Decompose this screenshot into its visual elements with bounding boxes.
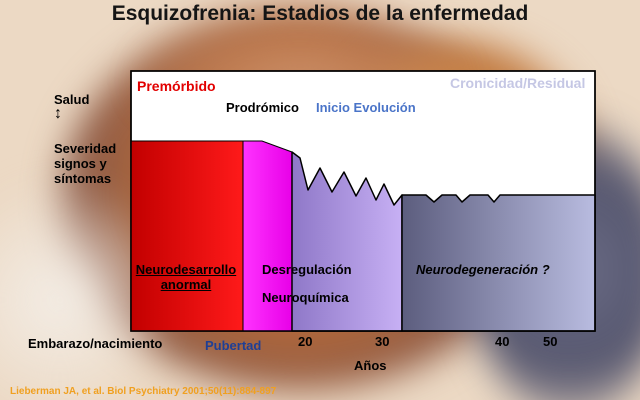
severidad-label: Severidad signos y síntomas xyxy=(54,141,117,186)
embarazo-label: Embarazo/nacimiento xyxy=(28,336,163,351)
cronicidad-label: Cronicidad/Residual xyxy=(450,75,586,91)
neurodegeneracion-text: Neurodegeneración ? xyxy=(416,262,550,277)
neuroquimica-text: Neuroquímica xyxy=(262,290,349,305)
anos-axis-label: Años xyxy=(354,358,387,373)
citation: Lieberman JA, et al. Biol Psychiatry 200… xyxy=(10,386,277,397)
premorbido-block xyxy=(130,140,244,332)
pubertad-label: Pubertad xyxy=(205,338,262,353)
inicio-evolucion-label: Inicio Evolución xyxy=(316,100,416,115)
desregulacion-text: Desregulación xyxy=(262,262,352,277)
tick-30: 30 xyxy=(375,334,390,349)
tick-50: 50 xyxy=(543,334,558,349)
premorbido-label: Premórbido xyxy=(137,78,216,94)
updown-arrow-icon: ↕ xyxy=(54,105,62,122)
slide-title: Esquizofrenia: Estadios de la enfermedad xyxy=(111,2,529,25)
tick-40: 40 xyxy=(495,334,510,349)
neurodesarrollo-text: Neurodesarrollo anormal xyxy=(135,262,237,292)
tick-20: 20 xyxy=(298,334,313,349)
prodromico-label: Prodrómico xyxy=(226,100,299,115)
salud-label: Salud xyxy=(54,92,90,107)
